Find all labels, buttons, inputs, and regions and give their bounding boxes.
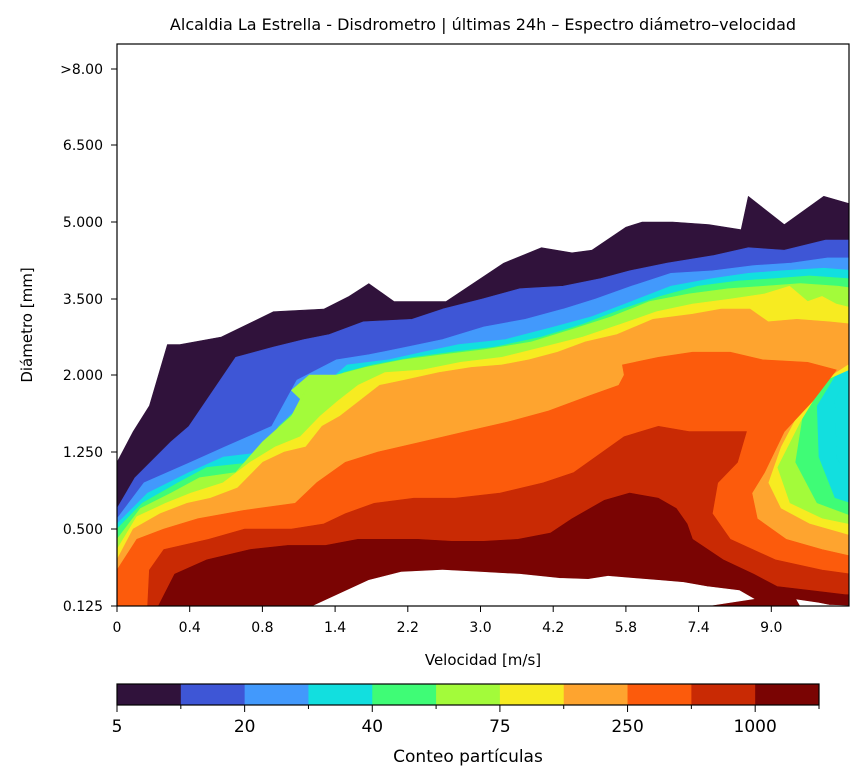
x-tick-label: 9.0 [760,620,782,636]
x-axis-label: Velocidad [m/s] [425,651,541,669]
colorbar-segment [372,684,437,705]
x-tick-label: 7.4 [687,620,709,636]
colorbar-tick-label: 5 [112,717,123,737]
chart-title: Alcaldia La Estrella - Disdrometro | últ… [170,15,796,34]
axes-frame [116,43,850,607]
x-axis: 0 0.4 0.8 1.4 2.2 3.0 4.2 5.8 7.4 9.0 [113,606,782,636]
colorbar-segment [436,684,501,705]
colorbar-segment [308,684,373,705]
x-tick-label: 5.8 [615,620,637,636]
colorbar-tick-label: 250 [611,717,643,737]
colorbar-segment [563,684,629,705]
y-tick-label: 2.000 [63,368,103,384]
empty-region-2 [796,599,849,606]
y-axis-label: Diámetro [mm] [18,267,36,382]
y-axis: 0.125 0.500 1.250 2.000 3.500 5.000 6.500 >8.00 [60,62,117,615]
x-tick-label: 1.4 [324,620,346,636]
x-tick-label: 3.0 [469,620,491,636]
colorbar-segment [691,684,756,705]
y-tick-label: 0.500 [63,522,103,538]
y-tick-label: 1.250 [63,445,103,461]
colorbar: 5 20 40 75 250 1000 [112,683,820,737]
colorbar-segment [117,684,182,705]
x-tick-label: 4.2 [542,620,564,636]
colorbar-tick-label: 20 [234,717,256,737]
colorbar-frame [116,683,820,706]
colorbar-segment [627,684,692,705]
x-tick-label: 2.2 [397,620,419,636]
colorbar-tick-label: 1000 [734,717,777,737]
colorbar-tick-label: 40 [361,717,383,737]
y-tick-label: >8.00 [60,62,103,78]
x-tick-label: 0.4 [179,620,201,636]
y-tick-label: 0.125 [63,599,103,615]
colorbar-segment [244,684,309,705]
x-tick-label: 0 [113,620,122,636]
x-tick-label: 0.8 [251,620,273,636]
contour-level-11 [158,492,849,606]
colorbar-segment [499,684,565,705]
y-tick-label: 3.500 [63,292,103,308]
colorbar-tick-label: 75 [489,717,511,737]
empty-region-1 [312,569,755,606]
colorbar-segment [180,684,246,705]
colorbar-segment [755,684,820,705]
colorbar-label: Conteo partículas [393,747,543,767]
y-tick-label: 6.500 [63,138,103,154]
plot-area [117,196,849,606]
y-tick-label: 5.000 [63,215,103,231]
